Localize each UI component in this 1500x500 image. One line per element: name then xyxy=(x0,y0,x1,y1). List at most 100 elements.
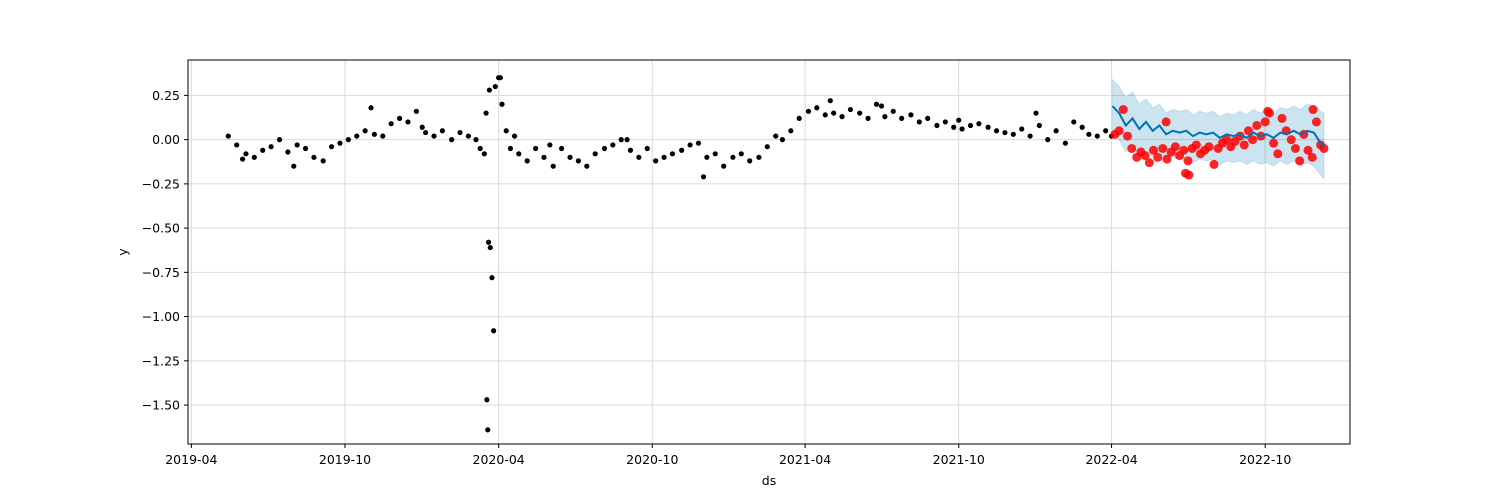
history-point xyxy=(431,133,437,139)
plot-frame xyxy=(187,59,1351,445)
history-point xyxy=(497,75,503,81)
history-point xyxy=(601,145,608,152)
history-point xyxy=(328,144,335,150)
history-point xyxy=(251,154,257,160)
history-point xyxy=(362,128,368,134)
x-tick-label: 2020-10 xyxy=(626,452,678,467)
history-point xyxy=(1010,131,1016,137)
history-point xyxy=(873,101,880,107)
y-axis-label: y xyxy=(115,248,130,256)
history-point xyxy=(847,106,854,113)
actual-point xyxy=(1144,158,1154,168)
history-point xyxy=(483,110,489,116)
history-point xyxy=(485,239,492,245)
history-point xyxy=(951,124,957,130)
history-point xyxy=(865,115,871,121)
history-point xyxy=(679,147,685,153)
history-point xyxy=(268,144,274,150)
actual-point xyxy=(1295,156,1305,166)
x-tick-label: 2021-04 xyxy=(779,452,831,467)
history-point xyxy=(704,154,710,160)
history-point xyxy=(1045,137,1051,143)
history-point xyxy=(956,117,962,123)
history-point xyxy=(610,142,616,148)
history-point xyxy=(669,151,676,157)
history-point xyxy=(764,144,770,150)
actual-point xyxy=(1179,145,1189,155)
history-point xyxy=(567,154,573,160)
history-point xyxy=(1086,131,1092,137)
x-tick-label: 2020-04 xyxy=(473,452,525,467)
actual-point xyxy=(1269,138,1279,148)
history-point xyxy=(967,122,974,129)
actual-point xyxy=(1170,142,1180,152)
history-point xyxy=(457,129,463,136)
history-point xyxy=(405,119,411,125)
history-point xyxy=(320,158,326,164)
history-point xyxy=(687,142,693,148)
actual-point xyxy=(1290,143,1300,153)
history-point xyxy=(627,147,634,153)
history-point xyxy=(354,133,360,139)
history-point xyxy=(1027,133,1033,139)
history-point xyxy=(712,151,718,157)
history-point xyxy=(368,105,374,111)
history-point xyxy=(234,142,240,148)
actual-point xyxy=(1308,105,1318,115)
history-point xyxy=(618,137,624,143)
history-point xyxy=(499,101,505,107)
y-tick-label: −0.50 xyxy=(142,221,180,236)
history-point xyxy=(653,158,659,164)
history-point xyxy=(644,145,650,152)
actual-point xyxy=(1183,156,1193,166)
history-point xyxy=(541,154,547,160)
forecast-line xyxy=(1111,105,1325,148)
history-point xyxy=(942,119,948,125)
history-point xyxy=(473,137,479,143)
history-point xyxy=(814,105,820,111)
history-point xyxy=(908,112,914,118)
history-point xyxy=(388,121,394,127)
history-point xyxy=(481,151,487,157)
history-point xyxy=(985,124,991,130)
actual-point xyxy=(1123,131,1133,141)
history-point xyxy=(516,151,522,157)
history-point xyxy=(311,154,317,160)
actual-point xyxy=(1204,142,1214,152)
history-point xyxy=(276,137,283,143)
history-point xyxy=(756,154,762,160)
actual-point xyxy=(1319,143,1329,153)
actual-point xyxy=(1184,170,1194,180)
history-point xyxy=(831,110,837,116)
history-point xyxy=(449,137,455,143)
grid-lines xyxy=(188,60,1350,444)
history-point xyxy=(489,275,495,281)
actual-point xyxy=(1273,149,1283,159)
history-point xyxy=(721,163,727,169)
actual-point xyxy=(1222,135,1232,145)
history-point xyxy=(503,128,509,134)
actual-point xyxy=(1311,117,1321,127)
actual-point xyxy=(1239,140,1249,150)
actual-point xyxy=(1158,143,1168,153)
history-point xyxy=(550,163,556,169)
history-point xyxy=(465,133,472,139)
actual-point xyxy=(1191,140,1201,150)
history-point xyxy=(822,112,828,118)
x-tick-label: 2019-10 xyxy=(319,452,371,467)
history-point xyxy=(491,328,497,334)
history-point xyxy=(419,124,425,130)
x-tick-label: 2022-10 xyxy=(1239,452,1291,467)
history-point xyxy=(575,158,582,164)
history-point xyxy=(738,151,744,157)
y-tick-label: −1.25 xyxy=(142,353,180,368)
history-points xyxy=(225,75,1115,433)
history-point xyxy=(773,133,779,139)
actual-point xyxy=(1303,145,1313,155)
actual-point xyxy=(1277,113,1287,123)
history-point xyxy=(225,133,231,139)
history-point xyxy=(477,145,483,152)
y-tick-label: −1.00 xyxy=(142,309,180,324)
